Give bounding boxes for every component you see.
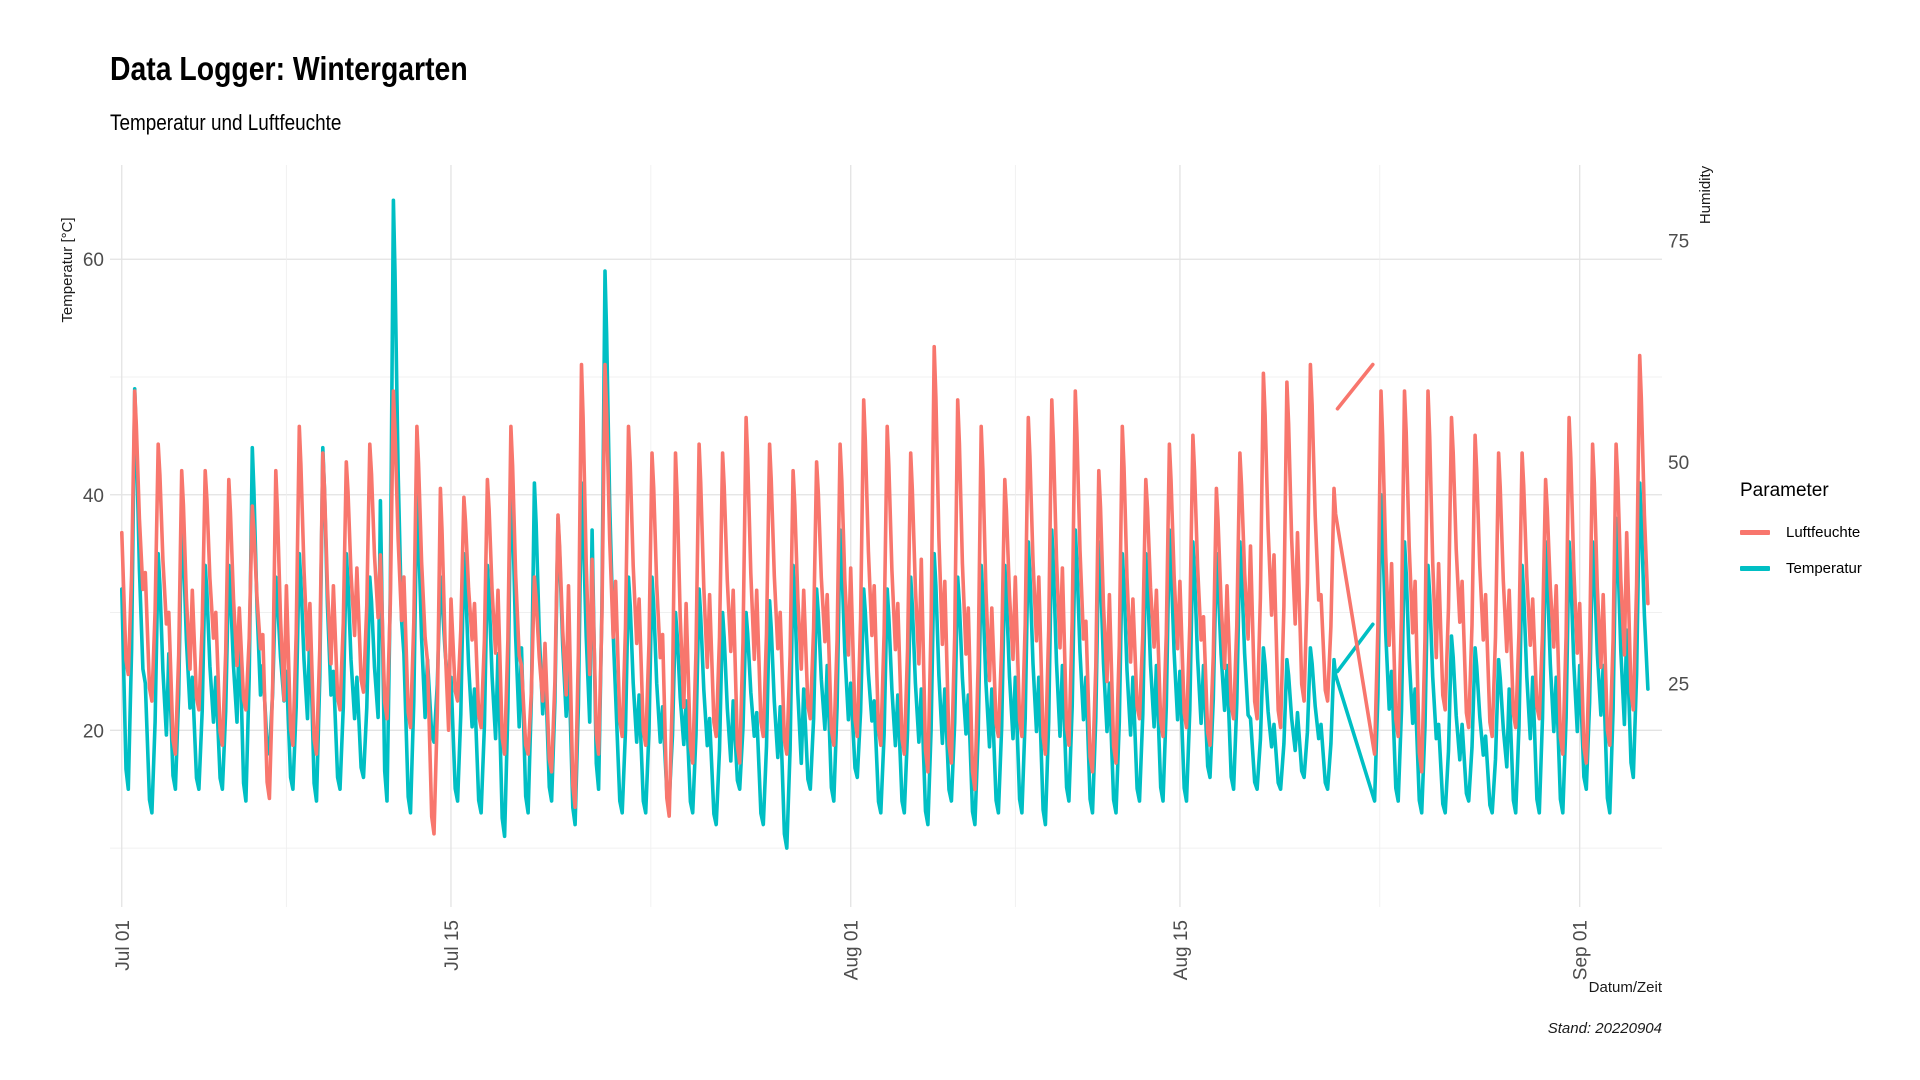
legend-label-temperatur: Temperatur [1786, 559, 1862, 577]
chart-subtitle: Temperatur und Luftfeuchte [110, 110, 342, 135]
legend-key-luftfeuchte [1740, 529, 1770, 535]
legend-item-luftfeuchte: Luftfeuchte [1740, 514, 1862, 550]
y2-tick-label: 25 [1668, 674, 1689, 695]
y-tick-label: 60 [83, 250, 104, 271]
x-tick-label: Jul 01 [113, 920, 134, 971]
x-tick-label: Jul 15 [442, 920, 463, 971]
legend-title: Parameter [1740, 480, 1829, 501]
series-line-temperatur [120, 198, 1650, 850]
axis-ticks: 20 40 60 25 50 75 Jul 01 Jul 15 Aug 01 Aug 15 Sep … [83, 231, 1689, 980]
series-line-luftfeuchte [120, 344, 1650, 836]
x-axis-title: Datum/Zeit [1589, 979, 1663, 996]
x-tick-label: Aug 01 [842, 920, 863, 980]
series-lines [120, 198, 1650, 850]
legend-key-temperatur [1740, 565, 1770, 571]
x-tick-label: Sep 01 [1571, 920, 1592, 980]
y-tick-label: 40 [83, 486, 104, 507]
y2-tick-label: 50 [1668, 453, 1689, 474]
x-tick-label: Aug 15 [1171, 920, 1192, 980]
legend-item-temperatur: Temperatur [1740, 550, 1862, 586]
y2-axis-title: Humidity [1697, 165, 1714, 224]
y-axis-title: Temperatur [°C] [59, 217, 76, 322]
y2-tick-label: 75 [1668, 231, 1689, 252]
legend-label-luftfeuchte: Luftfeuchte [1786, 523, 1861, 541]
caption: Stand: 20220904 [1548, 1020, 1662, 1037]
legend: Parameter Luftfeuchte Temperatur [1740, 480, 1862, 586]
chart-title: Data Logger: Wintergarten [110, 50, 468, 87]
y-tick-label: 20 [83, 721, 104, 742]
